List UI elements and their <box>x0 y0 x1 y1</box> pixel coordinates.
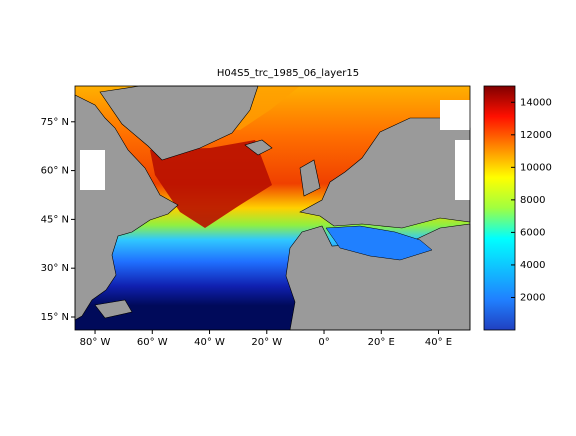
y-tick-label: 60° N <box>41 166 69 177</box>
y-tick-label: 30° N <box>41 263 69 274</box>
high-region <box>150 140 272 228</box>
x-tick-label: 40° W <box>194 337 225 348</box>
mediterranean <box>325 225 433 261</box>
x-tick-label: 80° W <box>80 337 111 348</box>
colorbar-tick-label: 8000 <box>520 195 545 206</box>
colorbar <box>483 85 516 331</box>
british-isles <box>299 159 321 197</box>
colorbar-tick-label: 12000 <box>520 130 552 141</box>
x-tick-label: 20° W <box>251 337 282 348</box>
y-tick-label: 45° N <box>41 214 69 225</box>
map-frame <box>74 85 471 331</box>
colorbar-tick-label: 2000 <box>520 292 545 303</box>
x-tick-label: 40° E <box>425 337 452 348</box>
no-data <box>455 140 470 200</box>
colorbar-tick-label: 6000 <box>520 227 545 238</box>
x-tick-label: 60° W <box>137 337 168 348</box>
x-tick-label: 0° <box>318 337 329 348</box>
no-data <box>80 150 105 190</box>
iceland <box>244 139 273 156</box>
map <box>74 85 471 331</box>
caribbean <box>94 299 133 319</box>
colorbar-tick-label: 4000 <box>520 260 545 271</box>
x-tick-label: 20° E <box>368 337 395 348</box>
no-data <box>440 100 470 130</box>
y-tick-label: 15° N <box>41 312 69 323</box>
y-tick-label: 75° N <box>41 117 69 128</box>
colorbar-tick-label: 10000 <box>520 162 552 173</box>
title: H04S5_trc_1985_06_layer15 <box>217 68 359 79</box>
colorbar-tick-label: 14000 <box>520 97 552 108</box>
